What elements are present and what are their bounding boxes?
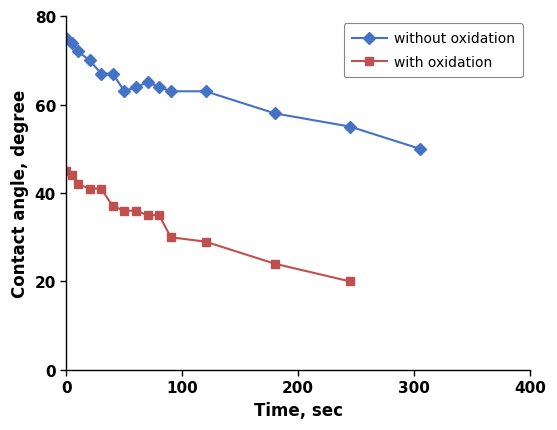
without oxidation: [156, 85, 163, 90]
Line: without oxidation: without oxidation: [62, 35, 424, 154]
Line: with oxidation: with oxidation: [62, 167, 354, 286]
with oxidation: [98, 187, 105, 192]
without oxidation: [86, 58, 93, 64]
without oxidation: [144, 81, 151, 86]
with oxidation: [75, 182, 81, 187]
with oxidation: [144, 213, 151, 218]
without oxidation: [98, 72, 105, 77]
with oxidation: [110, 204, 116, 209]
with oxidation: [347, 279, 354, 284]
with oxidation: [63, 169, 70, 174]
without oxidation: [202, 89, 209, 95]
with oxidation: [202, 240, 209, 245]
with oxidation: [133, 209, 139, 214]
without oxidation: [272, 111, 278, 117]
X-axis label: Time, sec: Time, sec: [253, 401, 343, 419]
Legend: without oxidation, with oxidation: without oxidation, with oxidation: [344, 24, 523, 78]
with oxidation: [69, 173, 76, 178]
without oxidation: [69, 41, 76, 46]
without oxidation: [133, 85, 139, 90]
with oxidation: [121, 209, 128, 214]
with oxidation: [168, 235, 174, 240]
with oxidation: [86, 187, 93, 192]
without oxidation: [121, 89, 128, 95]
with oxidation: [272, 261, 278, 267]
without oxidation: [417, 147, 423, 152]
without oxidation: [110, 72, 116, 77]
without oxidation: [347, 125, 354, 130]
with oxidation: [156, 213, 163, 218]
without oxidation: [168, 89, 174, 95]
Y-axis label: Contact angle, degree: Contact angle, degree: [11, 90, 29, 298]
without oxidation: [75, 50, 81, 55]
without oxidation: [63, 37, 70, 42]
